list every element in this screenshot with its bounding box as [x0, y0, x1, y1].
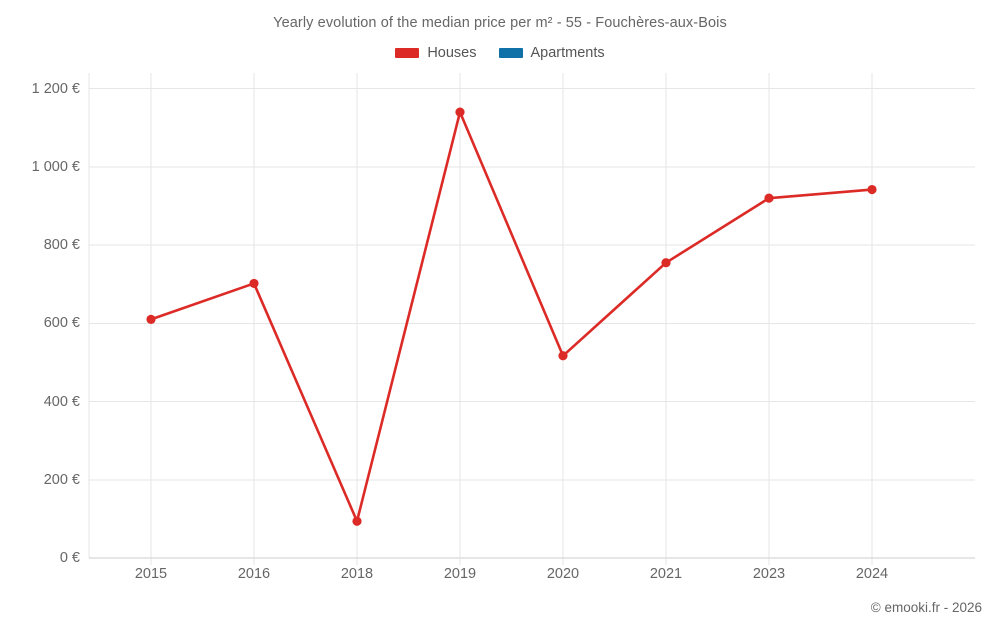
x-axis-tick-label: 2019 [443, 566, 477, 582]
legend-swatch-apartments [498, 48, 523, 58]
x-axis-tick-label: 2023 [752, 566, 786, 582]
legend-item-apartments[interactable]: Apartments [498, 45, 605, 61]
axis-lines [88, 73, 975, 565]
x-axis-labels: 2015 2016 2018 2019 2020 2021 2023 2024 [0, 566, 1000, 590]
y-axis-tick-label: 200 € [43, 471, 80, 488]
data-point[interactable] [249, 278, 259, 289]
series-houses-line [149, 110, 874, 523]
x-axis-tick-label: 2020 [546, 566, 580, 582]
legend-label-apartments: Apartments [530, 45, 605, 61]
legend-swatch-houses [395, 48, 420, 58]
y-axis-tick-label: 1 200 € [31, 80, 80, 97]
plot-area [88, 73, 975, 565]
data-point[interactable] [455, 107, 465, 117]
x-axis-tick-label: 2021 [649, 566, 683, 582]
x-axis-tick-label: 2016 [237, 566, 271, 582]
x-axis-tick-label: 2024 [855, 566, 889, 582]
data-point[interactable] [146, 314, 156, 325]
grid-lines-horizontal [89, 88, 975, 559]
grid-lines-vertical [150, 73, 873, 558]
plot-svg [88, 73, 975, 565]
legend-label-houses: Houses [427, 45, 477, 61]
chart-title: Yearly evolution of the median price per… [273, 15, 727, 31]
x-axis-tick-label: 2015 [134, 566, 168, 582]
data-point[interactable] [558, 351, 568, 361]
data-point[interactable] [352, 516, 362, 526]
data-point[interactable] [661, 258, 671, 268]
y-axis-tick-label: 1 000 € [31, 158, 80, 175]
chart-legend: Houses Apartments [0, 45, 1000, 61]
data-point[interactable] [867, 184, 877, 195]
series-houses-points [146, 107, 877, 526]
legend-item-houses[interactable]: Houses [395, 45, 477, 61]
y-axis-tick-label: 600 € [43, 315, 80, 332]
footer-credit: © emooki.fr - 2026 [870, 600, 982, 615]
y-axis-tick-label: 800 € [43, 237, 80, 254]
y-axis-tick-label: 400 € [43, 393, 80, 410]
y-axis-tick-label: 0 € [59, 550, 80, 566]
x-axis-tick-label: 2018 [340, 566, 374, 582]
data-point[interactable] [764, 193, 774, 203]
y-axis-labels: 0 € 200 € 400 € 600 € 800 € 1 000 € 1 200 € [0, 0, 80, 625]
